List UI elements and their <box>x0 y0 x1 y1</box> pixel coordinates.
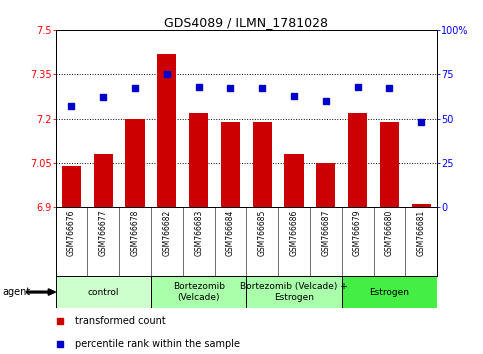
Text: GSM766679: GSM766679 <box>353 210 362 256</box>
Text: GSM766686: GSM766686 <box>289 210 298 256</box>
Bar <box>221 121 240 207</box>
Text: agent: agent <box>2 287 30 297</box>
Text: Estrogen: Estrogen <box>369 287 410 297</box>
Text: GSM766681: GSM766681 <box>417 210 426 256</box>
Bar <box>62 166 81 207</box>
Text: GSM766684: GSM766684 <box>226 210 235 256</box>
Title: GDS4089 / ILMN_1781028: GDS4089 / ILMN_1781028 <box>164 16 328 29</box>
Bar <box>94 154 113 207</box>
Bar <box>380 121 399 207</box>
Text: GSM766678: GSM766678 <box>130 210 140 256</box>
Text: GSM766682: GSM766682 <box>162 210 171 256</box>
Text: control: control <box>87 287 119 297</box>
Bar <box>126 119 144 207</box>
Text: GSM766677: GSM766677 <box>99 210 108 256</box>
Text: GSM766685: GSM766685 <box>258 210 267 256</box>
Text: GSM766687: GSM766687 <box>321 210 330 256</box>
Bar <box>157 54 176 207</box>
Text: Bortezomib (Velcade) +
Estrogen: Bortezomib (Velcade) + Estrogen <box>240 282 348 302</box>
Text: GSM766680: GSM766680 <box>385 210 394 256</box>
Text: Bortezomib
(Velcade): Bortezomib (Velcade) <box>172 282 225 302</box>
Text: transformed count: transformed count <box>75 316 166 326</box>
Bar <box>151 276 246 308</box>
Bar <box>56 276 151 308</box>
Bar <box>316 163 335 207</box>
Bar <box>189 113 208 207</box>
Text: percentile rank within the sample: percentile rank within the sample <box>75 339 240 349</box>
Bar <box>253 121 272 207</box>
Bar <box>348 113 367 207</box>
Bar <box>284 154 303 207</box>
Bar <box>342 276 437 308</box>
Bar <box>412 204 431 207</box>
Text: GSM766683: GSM766683 <box>194 210 203 256</box>
Bar <box>246 276 342 308</box>
Text: GSM766676: GSM766676 <box>67 210 76 256</box>
